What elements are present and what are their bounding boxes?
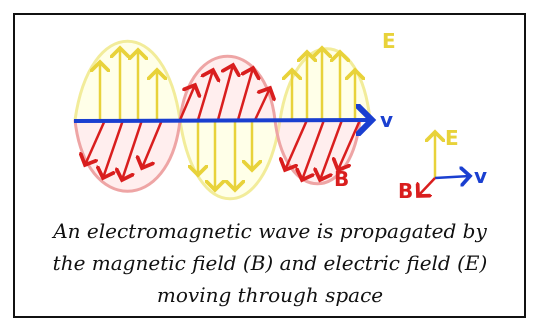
caption-line: An electromagnetic wave is propagated by [51,219,487,243]
axis-v-label: v [474,164,487,188]
diagram: E v B E v B An electromagnetic wave is p… [0,0,540,331]
wave-b-label: B [334,167,349,191]
axis-b-label: B [398,179,413,203]
caption-line: the magnetic field (B) and electric fiel… [53,251,488,275]
propagation-axis [74,120,372,121]
wave-v-label: v [380,108,393,132]
wave-e-label: E [382,29,396,53]
axis-e-label: E [445,126,459,150]
caption-line: moving through space [157,283,383,307]
